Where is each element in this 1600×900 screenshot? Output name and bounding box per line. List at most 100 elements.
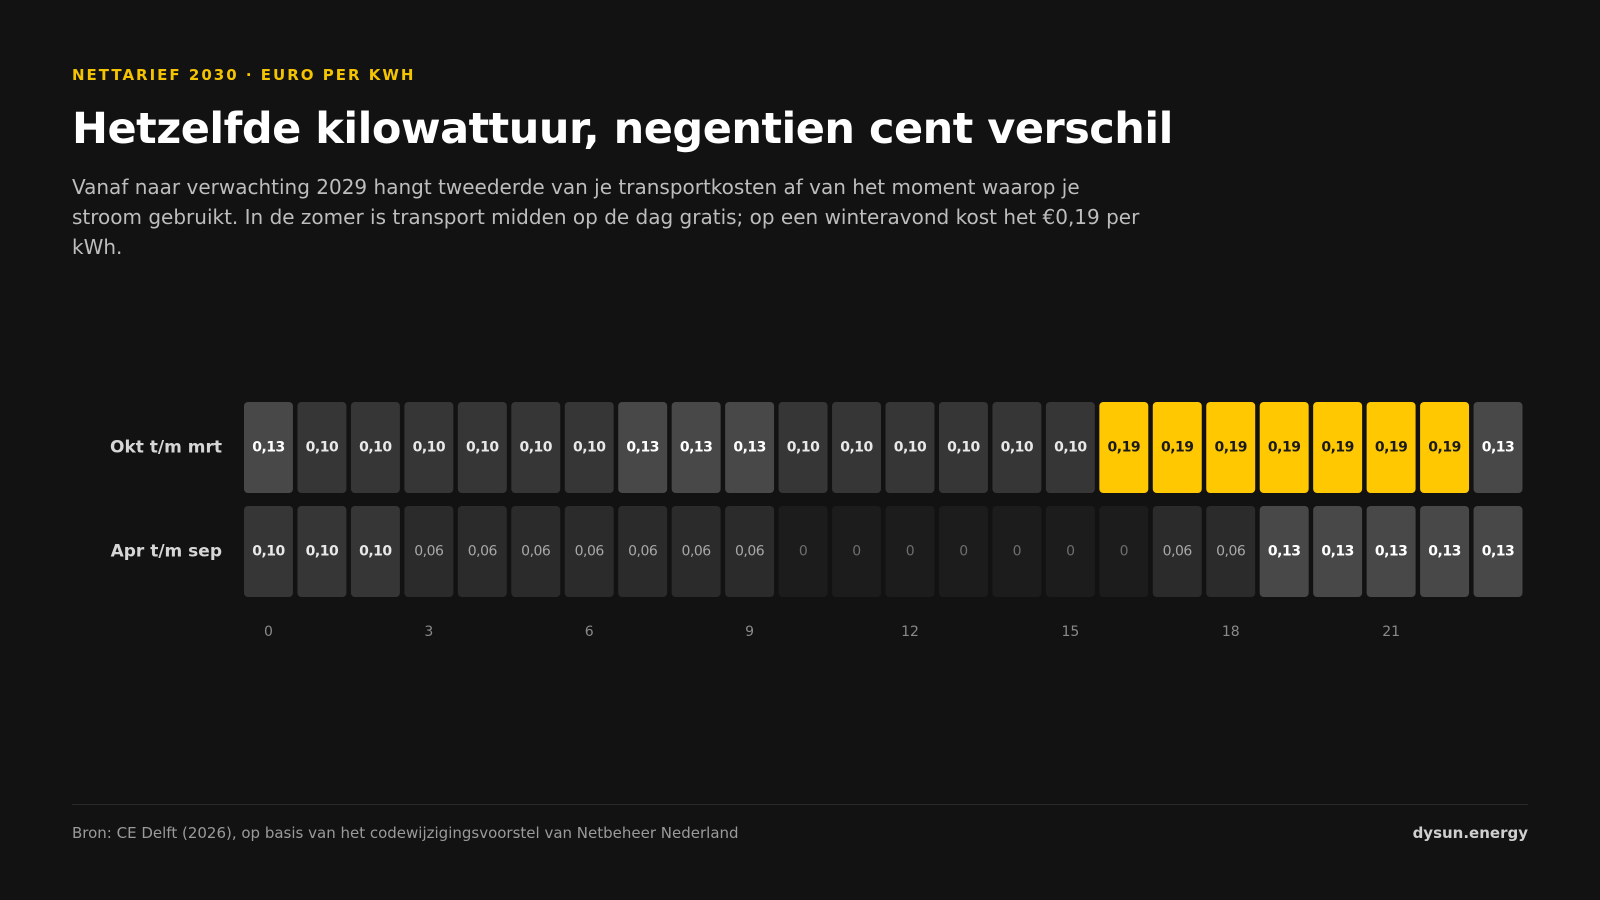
cell bbox=[885, 506, 935, 597]
cell bbox=[1206, 402, 1256, 493]
cell bbox=[832, 402, 881, 493]
value-label: 0,10 bbox=[840, 440, 873, 456]
value-label: 0,10 bbox=[894, 440, 927, 456]
cell bbox=[511, 506, 561, 597]
value-label: 0,10 bbox=[466, 440, 499, 456]
cell bbox=[1473, 506, 1523, 597]
value-label: 0,13 bbox=[1428, 544, 1461, 560]
cell bbox=[511, 402, 561, 493]
value-label: 0,10 bbox=[306, 440, 339, 456]
cell bbox=[1206, 506, 1256, 597]
value-label: 0,13 bbox=[1321, 544, 1354, 560]
cell bbox=[1313, 402, 1363, 493]
value-label: 0 bbox=[799, 544, 807, 560]
cell bbox=[618, 402, 668, 493]
cell bbox=[404, 402, 454, 493]
value-label: 0,13 bbox=[733, 440, 766, 456]
cell bbox=[244, 402, 293, 493]
cell bbox=[564, 402, 614, 493]
chart-title: Hetzelfde kilowattuur, negentien cent ve… bbox=[72, 104, 1173, 154]
value-label: 0,10 bbox=[359, 440, 392, 456]
value-label: 0,19 bbox=[1321, 440, 1354, 456]
cell bbox=[1313, 506, 1363, 597]
value-label: 0,10 bbox=[1001, 440, 1034, 456]
value-label: 0,10 bbox=[1054, 440, 1087, 456]
value-label: 0,13 bbox=[680, 440, 713, 456]
cell bbox=[350, 402, 400, 493]
brand: dysun.energy bbox=[1412, 824, 1528, 842]
subtitle: Vanaf naar verwachting 2029 hangt tweede… bbox=[72, 175, 1140, 259]
cell bbox=[1152, 402, 1202, 493]
cell bbox=[1366, 402, 1416, 493]
value-label: 0,13 bbox=[1268, 544, 1301, 560]
divider bbox=[72, 804, 1528, 805]
cell bbox=[244, 506, 293, 597]
cell bbox=[778, 506, 828, 597]
value-label: 0 bbox=[1013, 544, 1021, 560]
x-tick-label: 6 bbox=[585, 624, 594, 640]
cell bbox=[1420, 506, 1470, 597]
value-label: 0,19 bbox=[1375, 440, 1408, 456]
cell bbox=[725, 506, 775, 597]
value-label: 0,06 bbox=[575, 544, 605, 560]
x-tick-label: 21 bbox=[1382, 624, 1400, 640]
cell bbox=[1045, 402, 1095, 493]
cell bbox=[618, 506, 668, 597]
value-label: 0,19 bbox=[1108, 440, 1141, 456]
cell bbox=[457, 506, 507, 597]
x-tick-label: 3 bbox=[424, 624, 433, 640]
value-label: 0 bbox=[1120, 544, 1128, 560]
row-label: Apr t/m sep bbox=[111, 542, 222, 562]
value-label: 0,13 bbox=[1375, 544, 1408, 560]
value-label: 0,06 bbox=[682, 544, 712, 560]
value-label: 0,13 bbox=[626, 440, 659, 456]
value-label: 0,13 bbox=[1482, 544, 1515, 560]
x-tick-label: 0 bbox=[264, 624, 273, 640]
value-label: 0,10 bbox=[359, 544, 392, 560]
cell bbox=[1045, 506, 1095, 597]
cell bbox=[671, 402, 721, 493]
cell bbox=[297, 506, 347, 597]
cell bbox=[778, 402, 828, 493]
cell bbox=[1420, 402, 1470, 493]
cell bbox=[885, 402, 935, 493]
value-label: 0 bbox=[852, 544, 860, 560]
cell bbox=[1152, 506, 1202, 597]
value-label: 0,19 bbox=[1214, 440, 1247, 456]
value-label: 0,19 bbox=[1428, 440, 1461, 456]
value-label: 0,06 bbox=[735, 544, 765, 560]
source: Bron: CE Delft (2026), op basis van het … bbox=[72, 824, 739, 842]
cell bbox=[725, 402, 775, 493]
value-label: 0,06 bbox=[628, 544, 658, 560]
value-label: 0,10 bbox=[573, 440, 606, 456]
cell bbox=[1259, 402, 1309, 493]
x-tick-label: 9 bbox=[745, 624, 754, 640]
cell bbox=[671, 506, 721, 597]
value-label: 0,10 bbox=[413, 440, 446, 456]
value-label: 0,06 bbox=[521, 544, 551, 560]
value-label: 0 bbox=[959, 544, 967, 560]
cell bbox=[1259, 506, 1309, 597]
value-label: 0,10 bbox=[519, 440, 552, 456]
value-label: 0,10 bbox=[252, 544, 285, 560]
x-tick-label: 15 bbox=[1061, 624, 1079, 640]
cell bbox=[832, 506, 881, 597]
value-label: 0,13 bbox=[1482, 440, 1515, 456]
x-tick-label: 18 bbox=[1222, 624, 1240, 640]
value-label: 0,06 bbox=[1163, 544, 1193, 560]
eyebrow: NETTARIEF 2030 · EURO PER KWH bbox=[72, 66, 416, 84]
value-label: 0,10 bbox=[947, 440, 980, 456]
cell bbox=[350, 506, 400, 597]
cell bbox=[992, 402, 1042, 493]
value-label: 0,06 bbox=[1216, 544, 1246, 560]
cell bbox=[1099, 506, 1149, 597]
cell bbox=[1473, 402, 1523, 493]
value-label: 0,06 bbox=[468, 544, 498, 560]
cell bbox=[992, 506, 1042, 597]
value-label: 0,10 bbox=[787, 440, 820, 456]
value-label: 0,10 bbox=[306, 544, 339, 560]
cell bbox=[297, 402, 347, 493]
cell bbox=[938, 402, 988, 493]
